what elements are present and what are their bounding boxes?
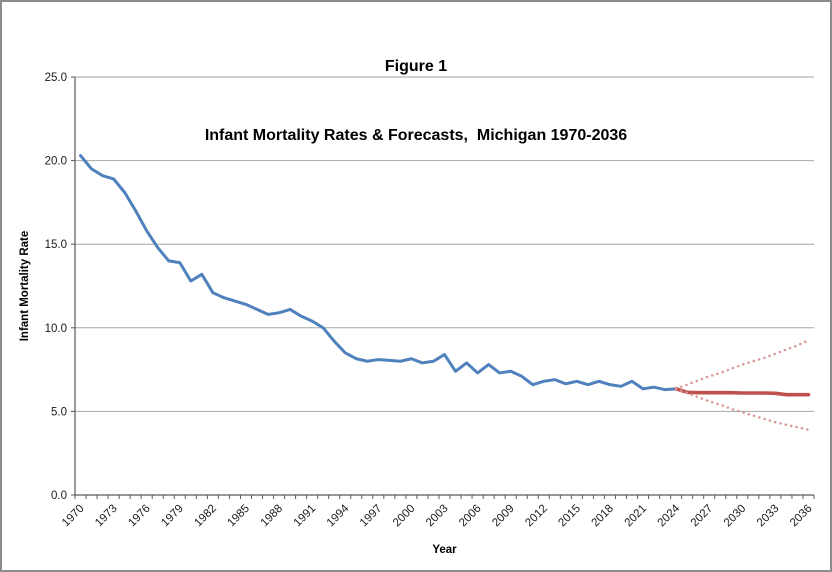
x-tick-label: 1970 bbox=[60, 503, 87, 530]
y-tick-label: 20.0 bbox=[45, 156, 67, 168]
x-tick-label: 2018 bbox=[589, 503, 616, 530]
series-historical bbox=[79, 154, 678, 392]
figure-number: Figure 1 bbox=[384, 58, 448, 75]
x-tick-label: 2015 bbox=[556, 503, 583, 530]
x-tick-label: 2024 bbox=[656, 502, 683, 529]
x-tick-label: 2006 bbox=[457, 503, 484, 530]
x-tick-label: 1997 bbox=[358, 503, 385, 530]
series-forecast bbox=[674, 387, 811, 397]
y-tick-label: 0.0 bbox=[51, 490, 67, 502]
x-tick-label: 1988 bbox=[259, 503, 286, 530]
x-tick-label: 2036 bbox=[788, 503, 815, 530]
x-axis-title: Year bbox=[432, 544, 457, 556]
x-tick-label: 2021 bbox=[623, 503, 650, 530]
x-tick-label: 2000 bbox=[391, 503, 418, 530]
y-tick-label: 5.0 bbox=[51, 406, 67, 418]
x-tick-label: 1973 bbox=[93, 503, 120, 530]
x-tick-label: 1994 bbox=[325, 502, 352, 529]
x-tick-label: 2027 bbox=[689, 503, 716, 530]
x-tick-label: 1982 bbox=[192, 503, 219, 530]
x-tick-label: 2012 bbox=[523, 503, 550, 530]
x-tick-label: 1979 bbox=[159, 503, 186, 530]
x-tick-label: 1991 bbox=[292, 503, 319, 530]
x-tick-label: 2030 bbox=[722, 503, 749, 530]
x-tick-label: 2003 bbox=[424, 503, 451, 530]
y-tick-label: 10.0 bbox=[45, 323, 67, 335]
x-tick-label: 2033 bbox=[755, 503, 782, 530]
figure-title: Infant Mortality Rates & Forecasts, Mich… bbox=[204, 127, 628, 144]
y-tick-label: 15.0 bbox=[45, 239, 67, 251]
x-tick-label: 2009 bbox=[490, 503, 517, 530]
chart-title: Figure 1 Infant Mortality Rates & Foreca… bbox=[2, 9, 830, 193]
series-lower-bound bbox=[674, 387, 810, 432]
x-tick-label: 1985 bbox=[226, 503, 253, 530]
x-tick-label: 1976 bbox=[126, 503, 153, 530]
y-tick-label: 25.0 bbox=[45, 72, 67, 84]
y-axis-title: Infant Mortality Rate bbox=[19, 231, 31, 342]
series-upper-bound bbox=[674, 339, 810, 391]
